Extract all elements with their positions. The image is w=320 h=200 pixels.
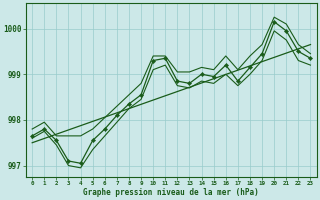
X-axis label: Graphe pression niveau de la mer (hPa): Graphe pression niveau de la mer (hPa) (84, 188, 259, 197)
